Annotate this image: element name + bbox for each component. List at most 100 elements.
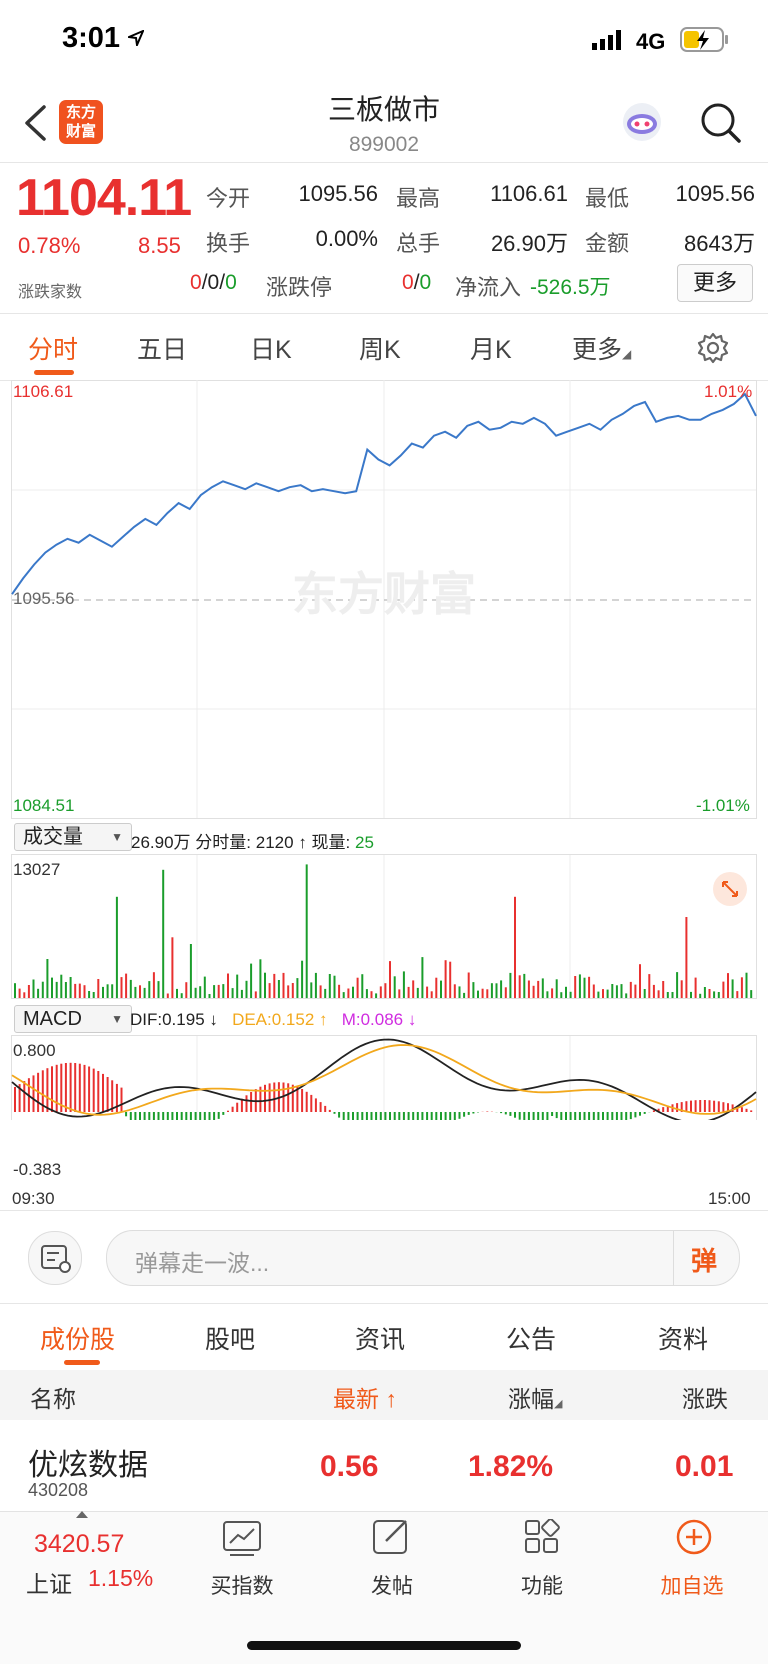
col-change[interactable]: 涨跌 [682,1380,742,1414]
volume-bar [37,989,39,998]
volume-bar [144,988,146,998]
macd-bar [88,1067,90,1113]
volume-bar [310,982,312,998]
macd-bar [565,1112,567,1120]
macd-bar [153,1112,155,1120]
macd-bar [14,1087,16,1112]
volume-bar [306,864,308,998]
change-pct: 0.78% [18,233,80,259]
macd-bar [79,1064,81,1112]
functions-button[interactable]: 功能 [492,1570,592,1600]
macd-bar [269,1083,271,1112]
tab-announcements[interactable]: 公告 [506,1320,556,1356]
volume-bar [746,973,748,998]
tab-profile[interactable]: 资料 [658,1320,708,1356]
volume-bar [741,977,743,998]
volume-bar [426,987,428,998]
open-label: 今开 [206,181,250,213]
tab-daily-k[interactable]: 日K [250,330,292,366]
danmu-settings-button[interactable] [28,1231,82,1285]
volume-bar [648,974,650,998]
macd-bar [417,1112,419,1120]
volume-bar [111,984,113,998]
volume-bar [255,991,257,998]
tab-minute[interactable]: 分时 [28,330,78,366]
macd-bar [421,1112,423,1120]
macd-bar [301,1089,303,1112]
macd-bar [241,1099,243,1112]
macd-bar [107,1077,109,1112]
location-arrow-icon [128,30,144,46]
buy-index-icon[interactable] [222,1519,262,1559]
stock-latest: 0.56 [320,1450,378,1484]
macd-bar [93,1069,95,1112]
more-button[interactable]: 更多 [677,264,753,302]
col-latest[interactable]: 最新 ↑ [333,1380,397,1414]
danmu-input[interactable]: 弹幕走一波... 弹 [106,1230,740,1286]
post-button[interactable]: 发帖 [342,1570,442,1600]
tab-news[interactable]: 资讯 [355,1320,405,1356]
volume-bar [241,990,243,998]
y-max-label: 1106.61 [13,382,73,402]
volume-bar [417,988,419,998]
volume-bar [116,897,118,998]
volume-bar [181,993,183,998]
volume-bar [667,992,669,998]
danmu-send-button[interactable]: 弹 [691,1241,717,1278]
macd-bar [709,1100,711,1112]
col-pct-label: 涨幅 [508,1386,554,1412]
volume-bar [357,978,359,998]
volume-bar [565,987,567,998]
volume-bar [546,991,548,998]
search-icon[interactable] [700,102,742,144]
macd-bar [588,1112,590,1120]
expand-up-icon[interactable] [76,1511,88,1518]
post-icon[interactable] [372,1517,412,1557]
macd-bar [486,1112,488,1113]
macd-bar [329,1110,331,1112]
volume-bar [371,991,373,998]
volume-bar [718,992,720,998]
macd-bar [134,1112,136,1120]
macd-bar [431,1112,433,1120]
table-row[interactable]: 优炫数据 430208 0.56 1.82% 0.01 [0,1420,768,1508]
volume-bar [46,959,48,998]
functions-icon[interactable] [524,1519,560,1555]
tab-monthly-k[interactable]: 月K [470,330,512,366]
tab-weekly-k[interactable]: 周K [359,330,401,366]
macd-indicator-select[interactable]: MACD▼ [14,1005,132,1033]
index-value[interactable]: 3420.57 [34,1530,124,1559]
macd-bar [528,1112,530,1120]
col-pct[interactable]: 涨幅◢ [508,1380,562,1414]
col-name[interactable]: 名称 [30,1380,76,1414]
tab-constituents[interactable]: 成份股 [40,1320,115,1356]
volume-bar [574,976,576,998]
minute-volume: 2120 [256,833,294,852]
volume-indicator-select[interactable]: 成交量▼ [14,823,132,851]
add-watchlist-button[interactable]: 加自选 [642,1570,742,1600]
macd-bar [560,1112,562,1120]
macd-bar [51,1066,53,1112]
macd-bar [232,1107,234,1112]
volume-bar [292,983,294,998]
volume-bar [625,993,627,998]
settings-gear-icon[interactable] [697,332,729,364]
robot-assistant-icon[interactable] [620,100,664,144]
tab-five-day[interactable]: 五日 [137,330,187,366]
volume-bars [14,864,752,998]
macd-bar [602,1112,604,1120]
tab-more[interactable]: 更多◢ [572,330,631,366]
dif-value: DIF:0.195 [130,1010,205,1029]
add-watchlist-icon[interactable] [675,1518,713,1556]
tab-forum[interactable]: 股吧 [205,1320,255,1356]
expand-button[interactable] [713,872,747,906]
macd-bar [398,1112,400,1120]
macd-bar [625,1112,627,1120]
buy-index-button[interactable]: 买指数 [192,1570,292,1600]
macd-bar [352,1112,354,1120]
macd-bar [97,1071,99,1112]
volume-bar [593,985,595,999]
volume-bar [736,991,738,998]
volume-bar [162,870,164,998]
volume-bar [472,982,474,998]
